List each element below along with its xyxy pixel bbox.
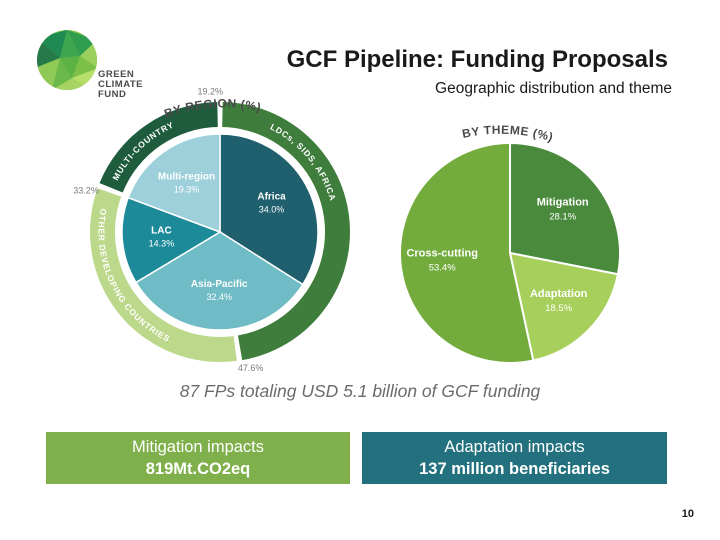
theme-chart: Mitigation 28.1% Adaptation 18.5% Cross-cutt… [399,141,621,364]
region-slice-value-asia-pacific: 32.4% [206,292,232,302]
region-slice-multi-region [127,133,221,234]
region-ring-ldcs-sids-africa [222,102,351,361]
theme-slice-adaptation [508,251,620,362]
gcf-logo-icon [37,30,97,90]
page-number: 10 [681,508,694,520]
theme-slice-value-adaptation: 18.5% [545,303,572,314]
region-slice-asia-pacific [134,231,304,331]
theme-slice-label-adaptation: Adaptation [530,288,588,300]
region-slice-label-asia-pacific: Asia-Pacific [191,279,248,290]
theme-chart-title: BY THEME (%) [461,123,555,145]
region-slice-label-multi-region: Multi-region [158,172,215,183]
region-ring-multi-country [99,102,218,193]
region-ring-value-ldcs-sids-africa: 47.6% [238,363,264,373]
mitigation-impacts-value: 819Mt.CO2eq [145,460,251,478]
adaptation-impacts-value: 137 million beneficiaries [419,460,610,478]
mitigation-impacts-label: Mitigation impacts [131,438,265,456]
theme-slice-value-mitigation: 28.1% [549,212,576,223]
adaptation-impacts-box: Adaptation impacts 137 million beneficia… [362,432,667,484]
theme-slice-mitigation [509,141,621,276]
theme-slice-value-cross-cutting: 53.4% [429,262,456,273]
theme-slice-label-cross-cutting: Cross-cutting [406,247,478,259]
funding-summary: 87 FPs totaling USD 5.1 billion of GCF f… [179,381,541,401]
adaptation-impacts-label: Adaptation impacts [444,438,585,456]
page-title: GCF Pipeline: Funding Proposals [286,46,668,73]
region-slice-value-lac: 14.3% [149,238,175,248]
theme-slice-cross-cutting [399,141,535,364]
page-subtitle: Geographic distribution and theme [435,80,672,97]
theme-slice-label-mitigation: Mitigation [537,197,589,209]
region-slice-value-multi-region: 19.3% [174,185,200,195]
region-slice-value-africa: 34.0% [259,205,285,215]
mitigation-impacts-box: Mitigation impacts 819Mt.CO2eq [46,432,350,484]
gcf-logo-text: GREEN CLIMATE FUND [98,69,144,100]
region-ring-value-other-developing-countries: 33.2% [73,186,99,196]
region-ring-value-multi-country: 19.2% [197,87,223,97]
region-slice-lac [121,196,222,284]
region-slice-label-africa: Africa [257,192,286,203]
region-slice-label-lac: LAC [151,225,172,236]
region-ring-other-developing-countries [89,188,237,362]
